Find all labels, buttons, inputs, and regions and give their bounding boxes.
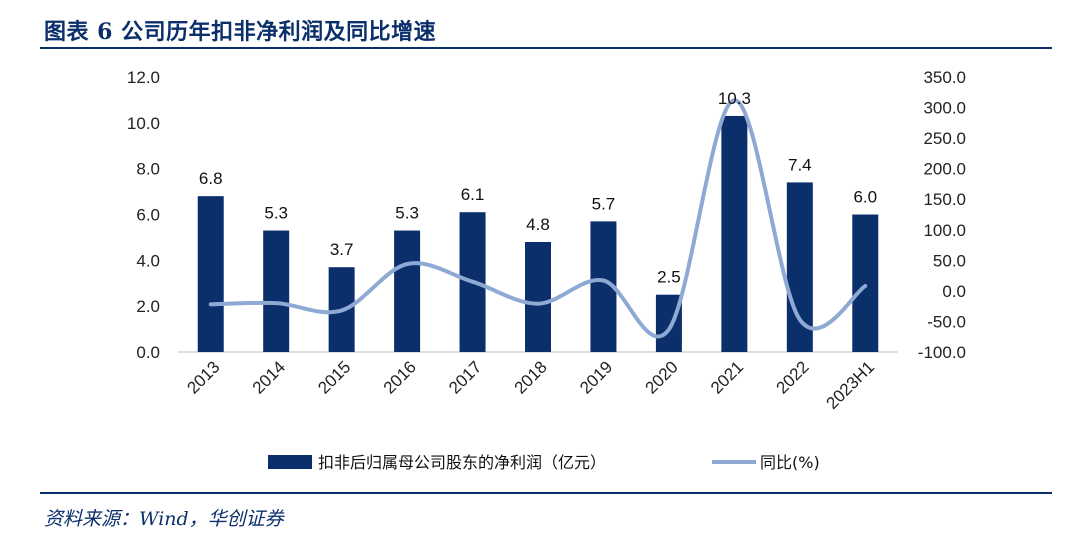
y-left-tick-label: 12.0 bbox=[127, 68, 160, 87]
bar bbox=[263, 230, 290, 352]
y-left-tick-label: 4.0 bbox=[136, 251, 160, 270]
series-line bbox=[208, 98, 868, 339]
y-right-tick-label: -100.0 bbox=[918, 343, 966, 362]
y-right-tick-label: -50.0 bbox=[927, 312, 966, 331]
y-left-tick-label: 0.0 bbox=[136, 343, 160, 362]
y-right-tick-label: 300.0 bbox=[923, 99, 966, 118]
bar bbox=[197, 196, 224, 352]
figure-title: 图表 6 公司历年扣非净利润及同比增速 bbox=[44, 19, 437, 45]
legend-line-label: 同比(%) bbox=[760, 453, 820, 472]
bar-data-label: 6.8 bbox=[199, 169, 223, 188]
y-left-tick-label: 2.0 bbox=[136, 297, 160, 316]
y-right-tick-label: 200.0 bbox=[923, 160, 966, 179]
x-tick-label: 2014 bbox=[249, 357, 289, 397]
y-left-tick-label: 8.0 bbox=[136, 160, 160, 179]
y-right-tick-label: 50.0 bbox=[933, 251, 966, 270]
x-tick-label: 2015 bbox=[314, 357, 354, 397]
x-tick-label: 2022 bbox=[772, 357, 812, 397]
x-tick-label: 2020 bbox=[642, 357, 682, 397]
bar-data-label: 6.0 bbox=[853, 188, 877, 207]
x-tick-label: 2017 bbox=[445, 357, 485, 397]
x-tick-label: 2016 bbox=[380, 357, 420, 397]
bar bbox=[525, 242, 551, 352]
bar-data-label: 5.7 bbox=[592, 194, 616, 213]
y-left-tick-label: 10.0 bbox=[127, 114, 160, 133]
bar-data-label: 3.7 bbox=[330, 240, 354, 259]
bar-data-label: 4.8 bbox=[526, 215, 550, 234]
source-note: 资料来源：Wind，华创证券 bbox=[44, 508, 284, 530]
y-right-tick-label: 0.0 bbox=[942, 282, 966, 301]
legend-bar-label: 扣非后归属母公司股东的净利润（亿元） bbox=[318, 453, 606, 472]
bar-data-label: 5.3 bbox=[264, 204, 288, 223]
x-tick-label: 2013 bbox=[183, 357, 223, 397]
bar-data-label: 2.5 bbox=[657, 268, 681, 287]
bar bbox=[852, 214, 879, 352]
y-right-tick-label: 150.0 bbox=[923, 190, 966, 209]
bar bbox=[394, 230, 421, 352]
bar bbox=[786, 182, 813, 352]
y-right-tick-label: 100.0 bbox=[923, 221, 966, 240]
footer-rule bbox=[40, 492, 1052, 494]
x-tick-label: 2023H1 bbox=[823, 357, 879, 413]
x-tick-label: 2018 bbox=[511, 357, 551, 397]
x-tick-label: 2021 bbox=[707, 357, 747, 397]
bar-data-label: 5.3 bbox=[395, 204, 419, 223]
bar-data-label: 7.4 bbox=[788, 155, 812, 174]
y-right-tick-label: 350.0 bbox=[923, 68, 966, 87]
legend-bar-swatch bbox=[268, 455, 312, 469]
title-rule bbox=[40, 47, 1052, 49]
bar bbox=[721, 115, 748, 352]
y-right-tick-label: 250.0 bbox=[923, 129, 966, 148]
x-tick-label: 2019 bbox=[576, 357, 616, 397]
bar-data-label: 6.1 bbox=[461, 185, 485, 204]
bar-data-label: 10.3 bbox=[718, 89, 751, 108]
y-left-tick-label: 6.0 bbox=[136, 206, 160, 225]
